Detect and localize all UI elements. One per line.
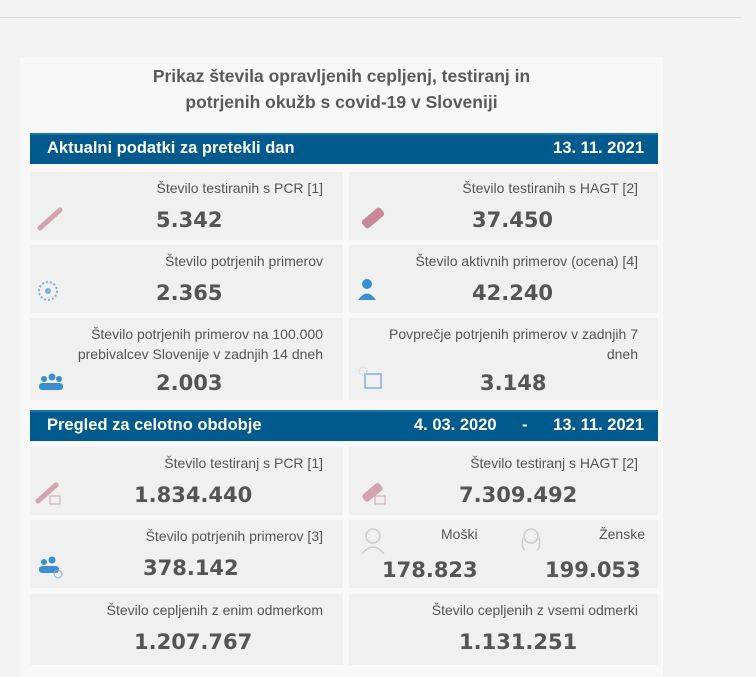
card-avg7: Povprečje potrjenih primerov v zadnjih 7… (349, 318, 658, 400)
current-header: Aktualni podatki za pretekli dan 13. 11. … (30, 133, 658, 164)
label: Število testiranj s HAGT [2] (470, 455, 638, 471)
value: 3.148 (480, 371, 547, 395)
value: 2.003 (156, 371, 223, 395)
label-line: Število potrjenih primerov na 100.000 (91, 326, 323, 342)
date-dash: - (522, 416, 528, 434)
virus-icon (38, 281, 58, 301)
card-pcr-total: Število testiranj s PCR [1] 1.834.440 (30, 447, 343, 515)
test-tube-icon (37, 207, 63, 231)
card-confirmed-daily: Število potrjenih primerov 2.365 (30, 245, 343, 313)
card-vacc-one: Število cepljenih z enim odmerkom 1.207.… (30, 594, 343, 665)
current-heading: Aktualni podatki za pretekli dan (47, 139, 295, 157)
overall-header: Pregled za celotno obdobje 4. 03. 2020 - 13… (30, 410, 658, 441)
rapid-test-icon (362, 483, 386, 505)
value: 1.834.440 (134, 483, 253, 507)
calendar-icon (358, 366, 382, 389)
male-icon (361, 528, 385, 554)
card-active: Število aktivnih primerov (ocena) [4] 42… (349, 245, 658, 313)
overall-heading: Pregled za celotno obdobje (47, 416, 262, 434)
female-label: Ženske (599, 526, 645, 542)
label: Število cepljenih z enim odmerkom (106, 602, 323, 618)
value: 37.450 (472, 208, 554, 232)
date-to: 13. 11. 2021 (553, 416, 644, 434)
label: Število aktivnih primerov (ocena) [4] (415, 253, 638, 269)
value: 378.142 (143, 556, 239, 580)
label: Število potrjenih primerov na 100.000 pre… (78, 324, 323, 364)
label-line: Povprečje potrjenih primerov v zadnjih 7 (388, 326, 638, 342)
value: 7.309.492 (459, 483, 578, 507)
label: Število testiranih s PCR [1] (156, 180, 323, 196)
people-group-icon (39, 373, 63, 390)
card-pcr-daily: Število testiranih s PCR [1] 5.342 (30, 172, 343, 240)
card-hagt-daily: Število testiranih s HAGT [2] 37.450 (349, 172, 658, 240)
title-line: Prikaz števila opravljenih cepljenj, tes… (152, 66, 531, 86)
male-label: Moški (441, 526, 478, 542)
label-line: prebivalcev Slovenije v zadnjih 14 dneh (77, 346, 323, 362)
value: 42.240 (472, 281, 554, 305)
label-line: dneh (606, 346, 638, 362)
card-hagt-total: Število testiranj s HAGT [2] 7.309.492 (349, 447, 658, 515)
label: Število cepljenih z vsemi odmerki (431, 602, 638, 618)
label: Število potrjenih primerov [3] (145, 528, 323, 544)
card-per100k: Število potrjenih primerov na 100.000 pre… (30, 318, 343, 400)
label: Povprečje potrjenih primerov v zadnjih 7… (389, 324, 638, 364)
card-vacc-all: Število cepljenih z vsemi odmerki 1.131.… (349, 594, 658, 665)
value: 1.131.251 (459, 630, 578, 654)
current-date: 13. 11. 2021 (553, 139, 644, 157)
value: 1.207.767 (134, 630, 253, 654)
value: 2.365 (156, 281, 223, 305)
card-gender: Moški 178.823 Ženske 199.053 (349, 520, 658, 588)
card-confirmed-total: Število potrjenih primerov [3] 378.142 (30, 520, 343, 588)
people-group-icon (39, 556, 63, 579)
top-divider (0, 17, 741, 18)
test-tube-icon (35, 482, 61, 505)
person-icon (358, 279, 376, 300)
value: 5.342 (156, 208, 223, 232)
female-icon (521, 528, 541, 551)
male-value: 178.823 (382, 558, 478, 582)
female-value: 199.053 (545, 558, 641, 582)
rapid-test-icon (361, 207, 385, 229)
label: Število testiranj s PCR [1] (164, 455, 323, 471)
title-line: potrjenih okužb s covid-19 v Sloveniji (185, 92, 498, 112)
label: Število testiranih s HAGT [2] (462, 180, 638, 196)
label: Število potrjenih primerov (165, 253, 323, 269)
date-from: 4. 03. 2020 (414, 416, 497, 434)
page-title: Prikaz števila opravljenih cepljenj, tes… (20, 63, 663, 115)
